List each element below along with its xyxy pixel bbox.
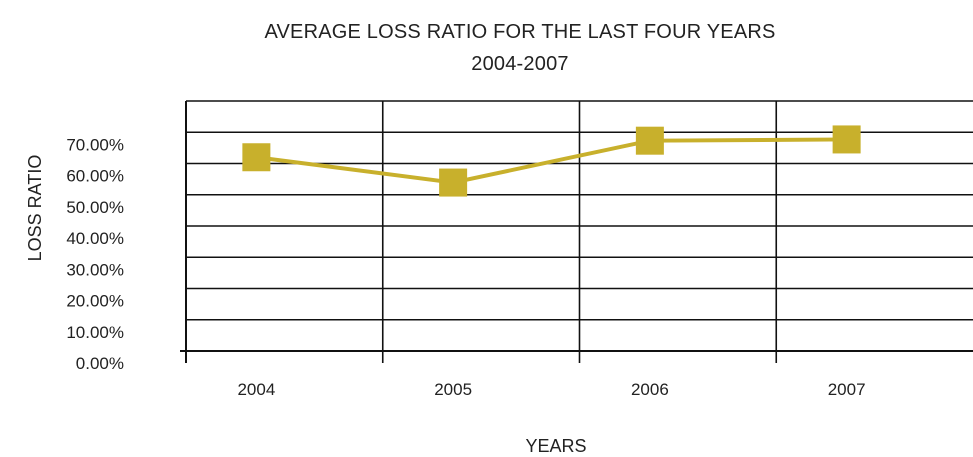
- chart-title: AVERAGE LOSS RATIO FOR THE LAST FOUR YEA…: [264, 21, 775, 43]
- x-tick-label: 2005: [434, 380, 472, 399]
- x-axis-label: YEARS: [525, 436, 586, 456]
- x-axis-ticks: 2004 2005 2006 2007: [237, 380, 865, 399]
- chart-subtitle: 2004-2007: [471, 53, 568, 75]
- data-point-marker: [832, 125, 861, 154]
- x-tick-label: 2007: [828, 380, 866, 399]
- y-axis-label: LOSS RATIO: [25, 155, 45, 262]
- x-tick-label: 2004: [237, 380, 275, 399]
- data-point-marker: [242, 143, 271, 172]
- data-point-marker: [439, 168, 468, 197]
- y-tick-label: 30.00%: [66, 260, 124, 279]
- x-tick-label: 2006: [631, 380, 669, 399]
- y-tick-label: 50.00%: [66, 198, 124, 217]
- y-tick-label: 10.00%: [66, 323, 124, 342]
- y-tick-label: 40.00%: [66, 229, 124, 248]
- y-tick-label: 0.00%: [76, 354, 124, 373]
- y-tick-label: 70.00%: [66, 135, 124, 154]
- y-axis-ticks: 0.00% 10.00% 20.00% 30.00% 40.00% 50.00% 60.00…: [66, 135, 124, 373]
- y-tick-label: 60.00%: [66, 167, 124, 186]
- series-loss-ratio: [242, 125, 861, 197]
- y-tick-label: 20.00%: [66, 292, 124, 311]
- series-line: [256, 137, 847, 185]
- data-point-marker: [635, 126, 664, 155]
- plot-grid: [180, 100, 973, 363]
